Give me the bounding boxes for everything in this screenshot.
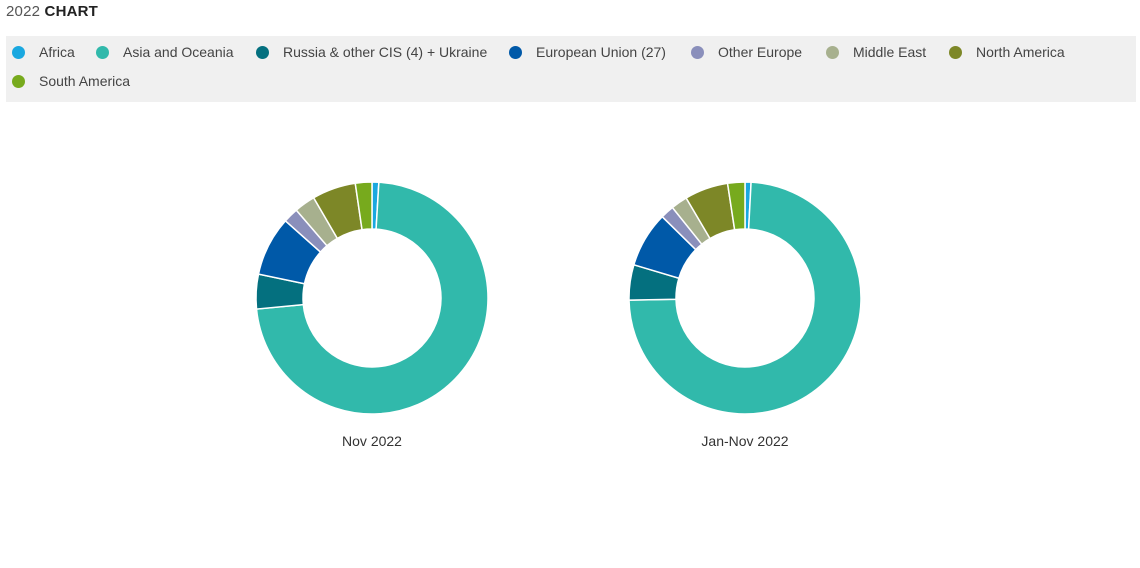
- donut-slices: [628, 181, 862, 415]
- donut-slice-asia-and-oceania[interactable]: [255, 181, 489, 415]
- legend-dot-icon: [256, 45, 269, 59]
- legend-label: Africa: [39, 44, 75, 60]
- chart-title-year: 2022: [6, 3, 41, 20]
- legend-item-asia-oceania[interactable]: Asia and Oceania: [96, 44, 234, 60]
- donut-chart-nov-2022: Nov 2022: [255, 181, 489, 449]
- legend-item-middle-east[interactable]: Middle East: [826, 44, 926, 60]
- chart-title-word: CHART: [44, 3, 99, 20]
- donut-slice-south-america[interactable]: [726, 181, 746, 231]
- legend-label: Russia & other CIS (4) + Ukraine: [283, 44, 488, 60]
- legend-label: North America: [976, 44, 1065, 60]
- legend-label: Asia and Oceania: [123, 44, 234, 60]
- donut-chart-jan-nov-2022: Jan-Nov 2022: [628, 181, 862, 449]
- legend-item-european-union[interactable]: European Union (27): [509, 44, 666, 60]
- legend-dot-icon: [691, 45, 704, 59]
- legend-dot-icon: [826, 45, 839, 59]
- legend-dot-icon: [12, 74, 25, 88]
- legend-item-other-europe[interactable]: Other Europe: [691, 44, 802, 60]
- donut-slices: [255, 181, 489, 415]
- charts-area: Nov 2022 Jan-Nov 2022: [0, 102, 1140, 563]
- legend-label: Other Europe: [718, 44, 803, 60]
- donut-label-jan-nov-2022: Jan-Nov 2022: [701, 433, 788, 449]
- legend-item-north-america[interactable]: North America: [949, 44, 1065, 60]
- legend-dot-icon: [949, 45, 962, 59]
- donut-slice-south-america[interactable]: [354, 181, 373, 231]
- legend-item-south-america[interactable]: South America: [12, 73, 130, 89]
- legend-dot-icon: [12, 45, 25, 59]
- donut-label-nov-2022: Nov 2022: [342, 433, 402, 449]
- chart-legend: Africa Asia and Oceania Russia & other C…: [6, 36, 1136, 102]
- chart-title: 2022 CHART: [6, 3, 98, 20]
- legend-item-russia-cis-ukraine[interactable]: Russia & other CIS (4) + Ukraine: [256, 44, 487, 60]
- donut-charts: Nov 2022 Jan-Nov 2022: [255, 181, 862, 449]
- legend-dot-icon: [509, 45, 522, 59]
- legend-label: European Union (27): [536, 44, 666, 60]
- legend-dot-icon: [96, 45, 109, 59]
- legend-label: South America: [39, 73, 131, 89]
- donut-slice-asia-and-oceania[interactable]: [628, 181, 862, 415]
- legend-label: Middle East: [853, 44, 927, 60]
- legend-item-africa[interactable]: Africa: [12, 44, 75, 60]
